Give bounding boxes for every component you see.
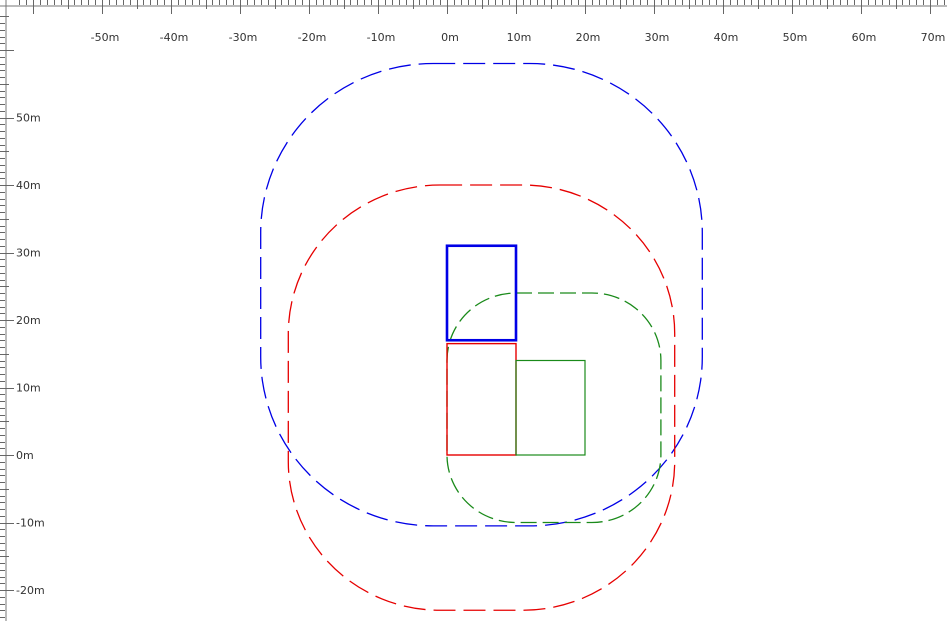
- left-ruler: 50m 40m 30m 20m 10m 0m -10m -20m: [0, 0, 45, 621]
- left-ruler-label: 10m: [16, 382, 41, 395]
- shapes: [445, 244, 586, 456]
- top-ruler-label: 0m: [441, 31, 459, 44]
- left-ruler-label: -10m: [16, 517, 45, 530]
- top-ruler-label: -10m: [367, 31, 396, 44]
- clearance-zones: [260, 62, 703, 611]
- left-ruler-label: 20m: [16, 314, 41, 327]
- left-ruler-label: 0m: [16, 449, 34, 462]
- top-ruler-label: -20m: [298, 31, 327, 44]
- top-ruler-label: 40m: [714, 31, 739, 44]
- red-box[interactable]: [446, 342, 517, 456]
- top-ruler: -50m -40m -30m -20m -10m 0m 10m 20m 30m 40m 50m 60m…: [0, 0, 947, 44]
- top-ruler-label: 20m: [576, 31, 601, 44]
- blue-box[interactable]: [445, 244, 518, 342]
- left-ruler-label: 40m: [16, 179, 41, 192]
- left-ruler-label: -20m: [16, 584, 45, 597]
- blue-zone[interactable]: [260, 62, 703, 527]
- green-zone[interactable]: [446, 292, 662, 524]
- top-ruler-label: -40m: [160, 31, 189, 44]
- top-ruler-label: -30m: [229, 31, 258, 44]
- top-ruler-label: 60m: [852, 31, 877, 44]
- top-ruler-label: -50m: [91, 31, 120, 44]
- top-ruler-label: 50m: [783, 31, 808, 44]
- green-box[interactable]: [515, 359, 586, 456]
- top-ruler-label: 70m: [921, 31, 946, 44]
- left-ruler-label: 30m: [16, 247, 41, 260]
- left-ruler-label: 50m: [16, 112, 41, 125]
- top-ruler-label: 30m: [645, 31, 670, 44]
- red-zone[interactable]: [287, 184, 676, 611]
- top-ruler-label: 10m: [507, 31, 532, 44]
